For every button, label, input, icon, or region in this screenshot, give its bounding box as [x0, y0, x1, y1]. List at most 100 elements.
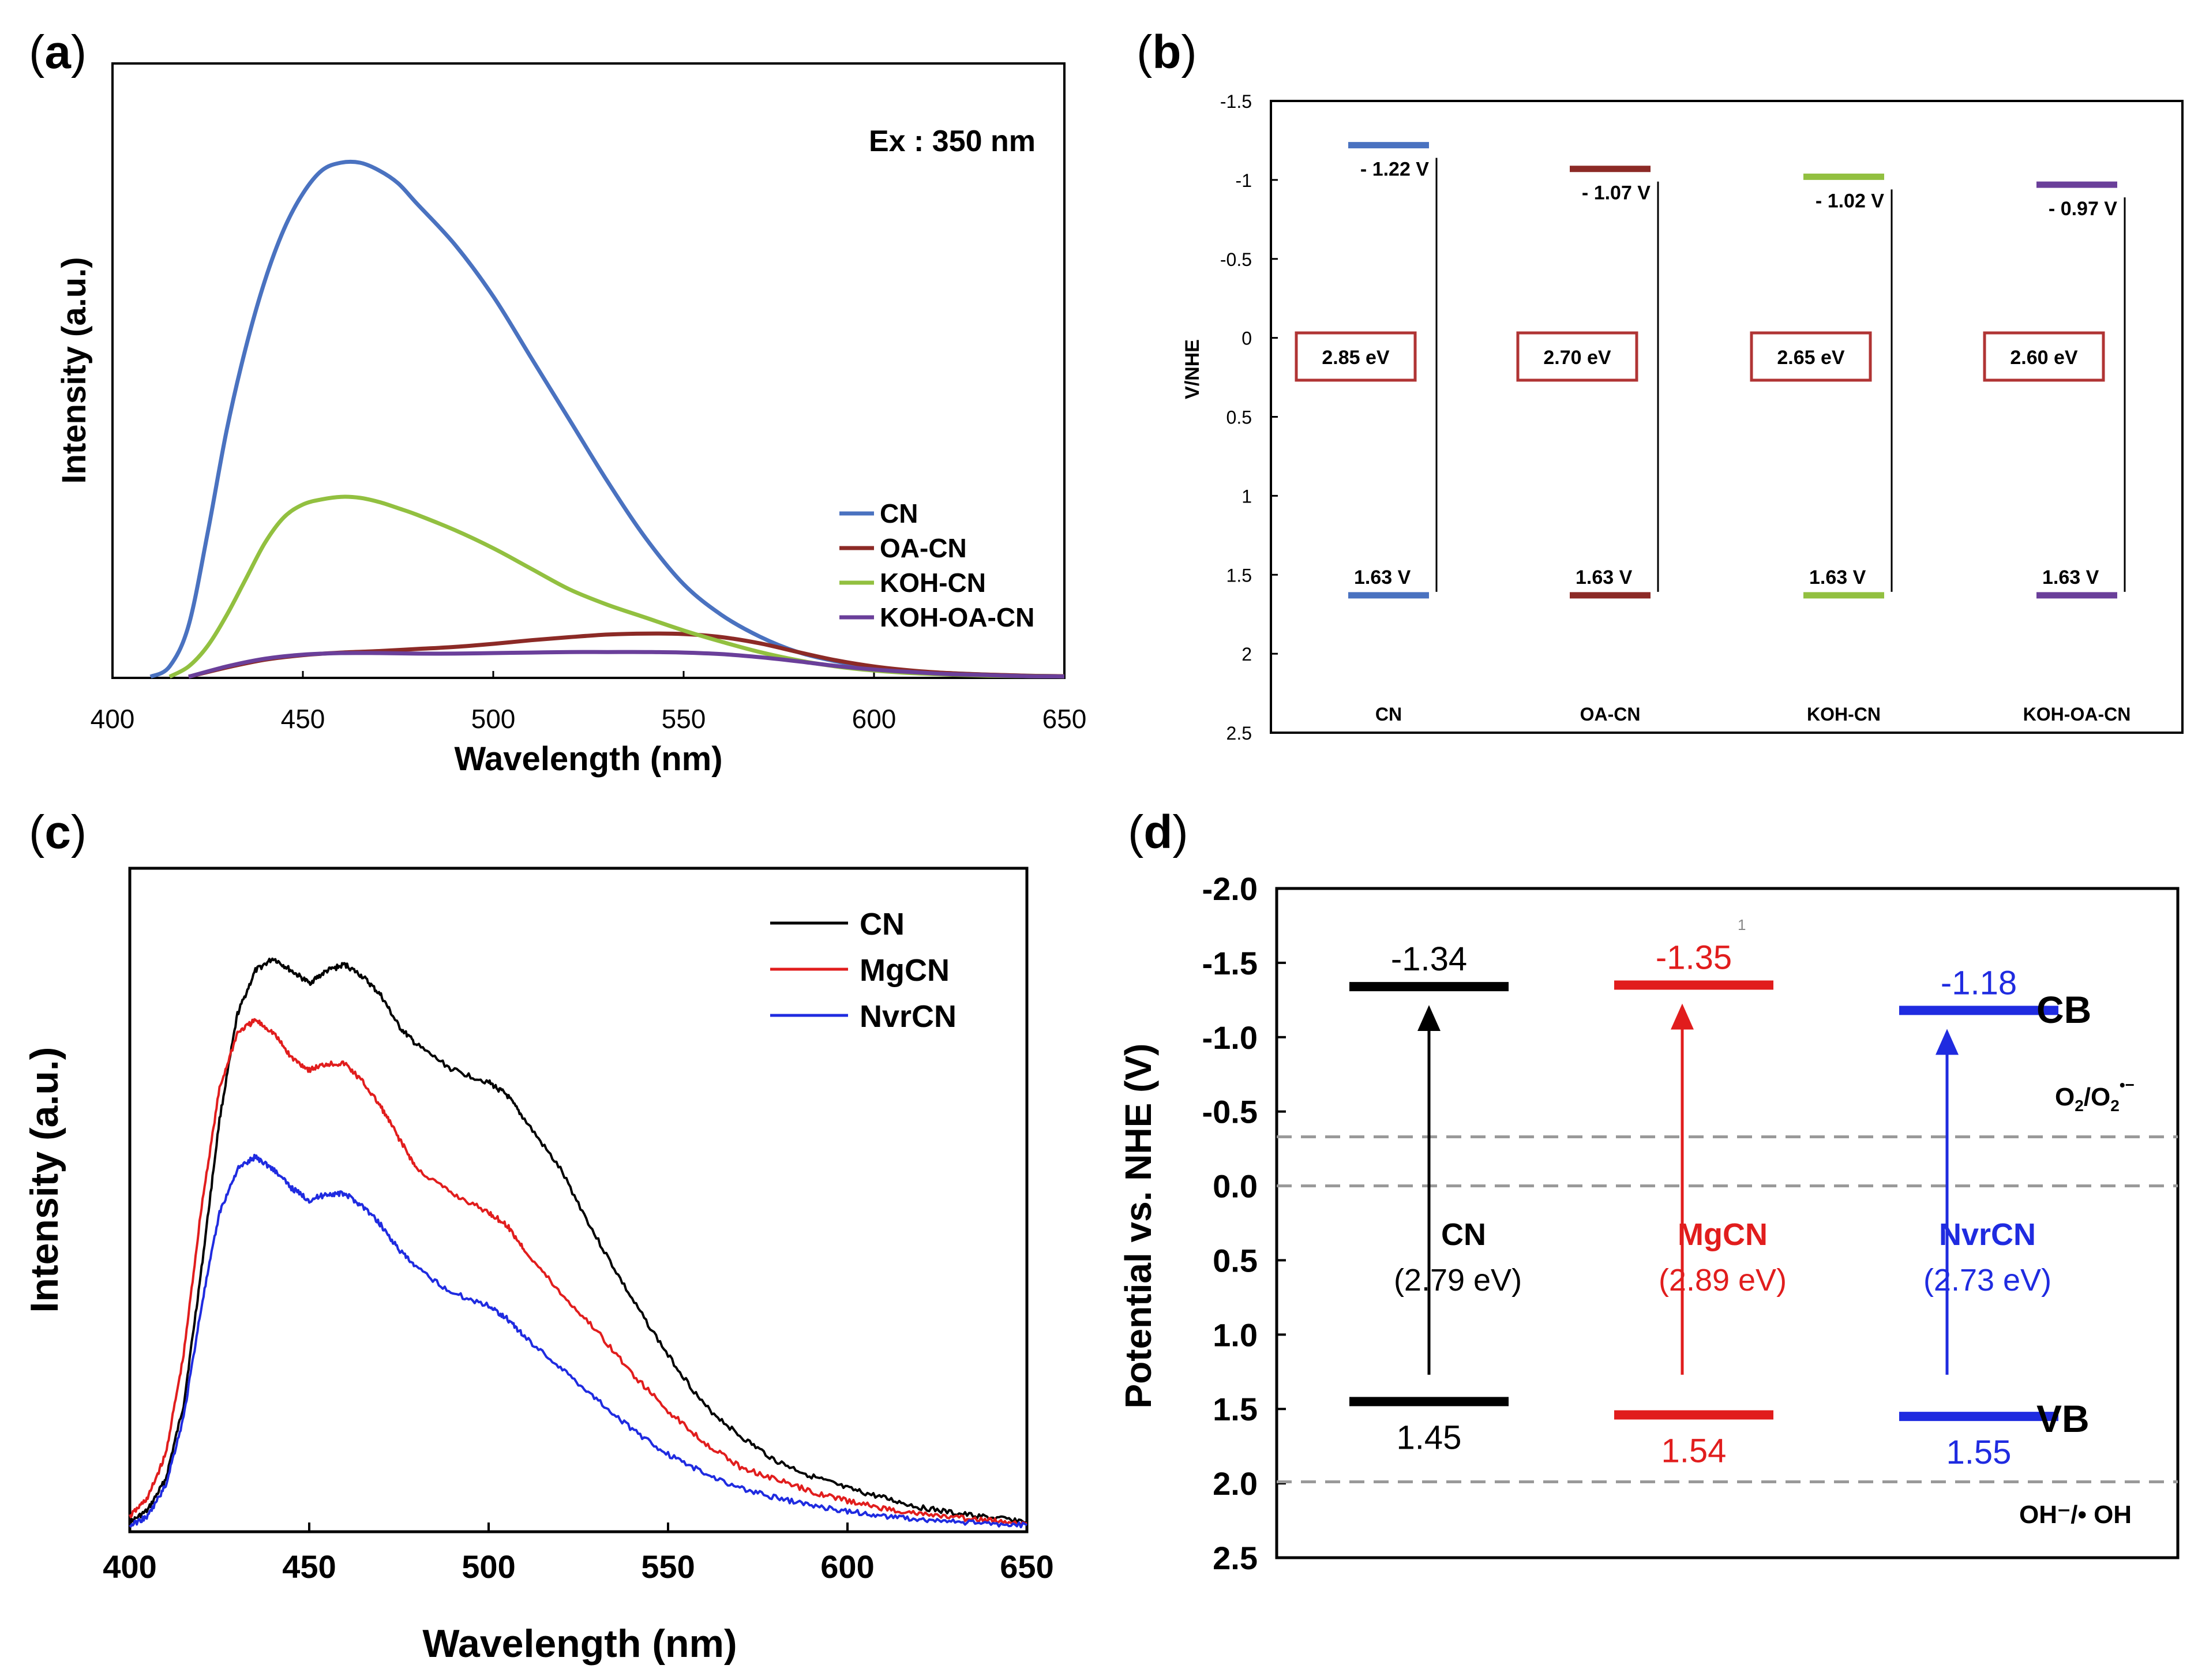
panel-a-series-line-koh-oa-cn	[188, 650, 1065, 679]
panel-c-label: (c)	[29, 806, 87, 858]
panel-c-x-tick-label: 400	[103, 1548, 156, 1585]
panel-a-annotation: Ex : 350 nm	[869, 125, 1036, 158]
o2-sup: •−	[2120, 1076, 2135, 1094]
panel-a-x-axis-label: Wavelength (nm)	[454, 740, 722, 778]
panel-b-plot-frame	[1270, 100, 2184, 734]
panel-b-vb-value: 1.63 V	[1354, 567, 1411, 588]
panel-c-legend-label: CN	[860, 907, 905, 942]
panel-b-vb-value: 1.63 V	[1809, 567, 1866, 588]
panel-c-x-tick-label: 600	[820, 1548, 874, 1585]
panel-b-cb-value: - 0.97 V	[2049, 198, 2117, 220]
panel-d-cb-value: -1.34	[1391, 940, 1467, 978]
panel-d-y-tick-label: -0.5	[1202, 1094, 1258, 1130]
panel-b-cb-value: - 1.07 V	[1582, 182, 1651, 204]
panel-b-category-label: KOH-OA-CN	[2023, 704, 2131, 725]
panel-a-label: (a)	[29, 26, 87, 78]
panel-b-category-label: KOH-CN	[1807, 704, 1881, 725]
panel-a-x-tick-label: 400	[91, 704, 135, 734]
panel-a-x-tick-label: 450	[281, 704, 325, 734]
panel-c: (c) 400 450 500 550 600 650 Wavelength (nm) I…	[22, 806, 1054, 1666]
panel-d-oh-label: OH⁻/• OH	[2019, 1501, 2132, 1529]
panel-c-legend: CN MgCN NvrCN	[770, 907, 957, 1034]
panel-a-plot-frame	[111, 62, 1066, 679]
panel-b-y-tick-label: 0	[1241, 328, 1252, 349]
panel-c-paren-open: (	[29, 806, 44, 858]
panel-d-y-tick-label: 2.0	[1213, 1465, 1258, 1502]
panel-b-vb-value: 1.63 V	[2042, 567, 2099, 588]
panel-d-y-tick-label: 0.5	[1213, 1242, 1258, 1278]
o2-main: O	[2055, 1083, 2075, 1111]
panel-b-cb-value: - 1.22 V	[1360, 159, 1429, 181]
panel-c-paren-close: )	[71, 806, 87, 858]
panel-d-stray-mark: 1	[1738, 916, 1746, 933]
panel-b-y-tick-label: 1.5	[1226, 565, 1252, 586]
panel-a-legend-label: CN	[880, 498, 918, 528]
panel-a-letter: a	[44, 26, 72, 78]
panel-c-series-line-nvrcn	[129, 1153, 1028, 1529]
panel-a-x-tick-label: 650	[1042, 704, 1087, 734]
panel-a-x-ticks: 400 450 500 550 600 650	[91, 671, 1087, 734]
panel-b-y-ticks: -1.5 -1 -0.5 0 0.5 1 1.5 2 2.5	[1220, 91, 1278, 744]
panel-d-cb-label: CB	[2036, 988, 2091, 1031]
panel-a-legend-label: KOH-CN	[880, 568, 986, 598]
panel-b-cb-value: - 1.02 V	[1816, 190, 1884, 212]
panel-b-gap-value: 2.70 eV	[1543, 347, 1611, 369]
panel-c-x-tick-label: 650	[1000, 1548, 1053, 1585]
panel-d-gap-value: (2.89 eV)	[1659, 1263, 1787, 1297]
panel-a-paren-open: (	[29, 26, 44, 78]
panel-b-category-label: CN	[1375, 704, 1402, 725]
panel-b-y-tick-label: 2	[1241, 644, 1252, 665]
panel-d-y-axis-label: Potential vs. NHE (V)	[1117, 1044, 1159, 1409]
panel-b-y-tick-label: 1	[1241, 486, 1252, 507]
panel-b-y-axis-label: V/NHE	[1181, 339, 1203, 399]
panel-d-paren-close: )	[1172, 806, 1188, 858]
panel-d-cb-value: -1.18	[1941, 964, 2017, 1002]
panel-c-x-tick-label: 450	[282, 1548, 336, 1585]
panel-c-x-axis-label: Wavelength (nm)	[422, 1622, 737, 1666]
panel-a-x-tick-label: 500	[471, 704, 516, 734]
panel-c-x-tick-label: 550	[641, 1548, 695, 1585]
o2-sub2: 2	[2110, 1097, 2120, 1115]
panel-d: (d) -2.0 -1.5 -1.0 -0.5 0.0 0.5 1.0 1.5 2.0 2.5 -…	[1117, 806, 2180, 1576]
panel-d-y-tick-label: -1.5	[1202, 945, 1258, 981]
panel-a-legend: CN OA-CN KOH-CN KOH-OA-CN	[839, 498, 1034, 632]
panel-d-y-tick-label: 1.5	[1213, 1391, 1258, 1427]
panel-c-y-axis-label: Intensity (a.u.)	[22, 1047, 66, 1313]
panel-d-bands: -1.34 1.45 CN (2.79 eV) -1.35 1.54 MgCN (2.89 e…	[1349, 939, 2058, 1471]
panel-b-letter: b	[1152, 26, 1181, 78]
panel-c-x-ticks: 400 450 500 550 600 650	[103, 1522, 1054, 1585]
panel-d-vb-label: VB	[2036, 1397, 2090, 1440]
panel-d-material-name: NvrCN	[1939, 1217, 2036, 1252]
panel-b-gap-box	[1295, 331, 1417, 382]
panel-b-y-tick-label: -0.5	[1220, 249, 1252, 270]
panel-b-label: (b)	[1136, 26, 1197, 78]
panel-b-category-label: OA-CN	[1580, 704, 1641, 725]
panel-a-y-axis-label: Intensity (a.u.)	[55, 257, 93, 483]
panel-d-gap-value: (2.79 eV)	[1394, 1263, 1522, 1297]
panel-d-o2-label: O2/O2•−	[2055, 1076, 2135, 1115]
panel-a-legend-label: KOH-OA-CN	[880, 602, 1034, 632]
o2-sub1: 2	[2075, 1097, 2084, 1115]
panel-b-gap-box	[1983, 331, 2105, 382]
panel-b-gap-box	[1750, 331, 1872, 382]
panel-d-paren-open: (	[1128, 806, 1143, 858]
panel-d-vb-value: 1.45	[1397, 1419, 1462, 1456]
panel-b: (b) -1.5 -1 -0.5 0 0.5 1 1.5 2 2.5 V/NHE - 1.22 …	[1136, 26, 2184, 744]
panel-c-series	[129, 957, 1028, 1529]
panel-d-gap-value: (2.73 eV)	[1923, 1263, 2051, 1297]
panel-d-y-tick-label: 1.0	[1213, 1317, 1258, 1353]
panel-b-gap-value: 2.60 eV	[2010, 347, 2078, 369]
panel-b-gap-value: 2.65 eV	[1777, 347, 1845, 369]
panel-b-gap-value: 2.85 eV	[1322, 347, 1390, 369]
panel-b-paren-close: )	[1181, 26, 1196, 78]
panel-d-material-name: CN	[1441, 1217, 1486, 1252]
panel-c-plot-frame	[128, 867, 1029, 1533]
panel-c-series-line-cn	[129, 957, 1028, 1526]
panel-a-x-tick-label: 550	[662, 704, 706, 734]
panel-b-paren-open: (	[1136, 26, 1152, 78]
panel-d-vb-value: 1.55	[1946, 1434, 2012, 1471]
panel-b-y-tick-label: -1	[1236, 170, 1252, 191]
panel-b-y-tick-label: 2.5	[1226, 723, 1252, 744]
panel-c-legend-label: NvrCN	[860, 999, 957, 1034]
